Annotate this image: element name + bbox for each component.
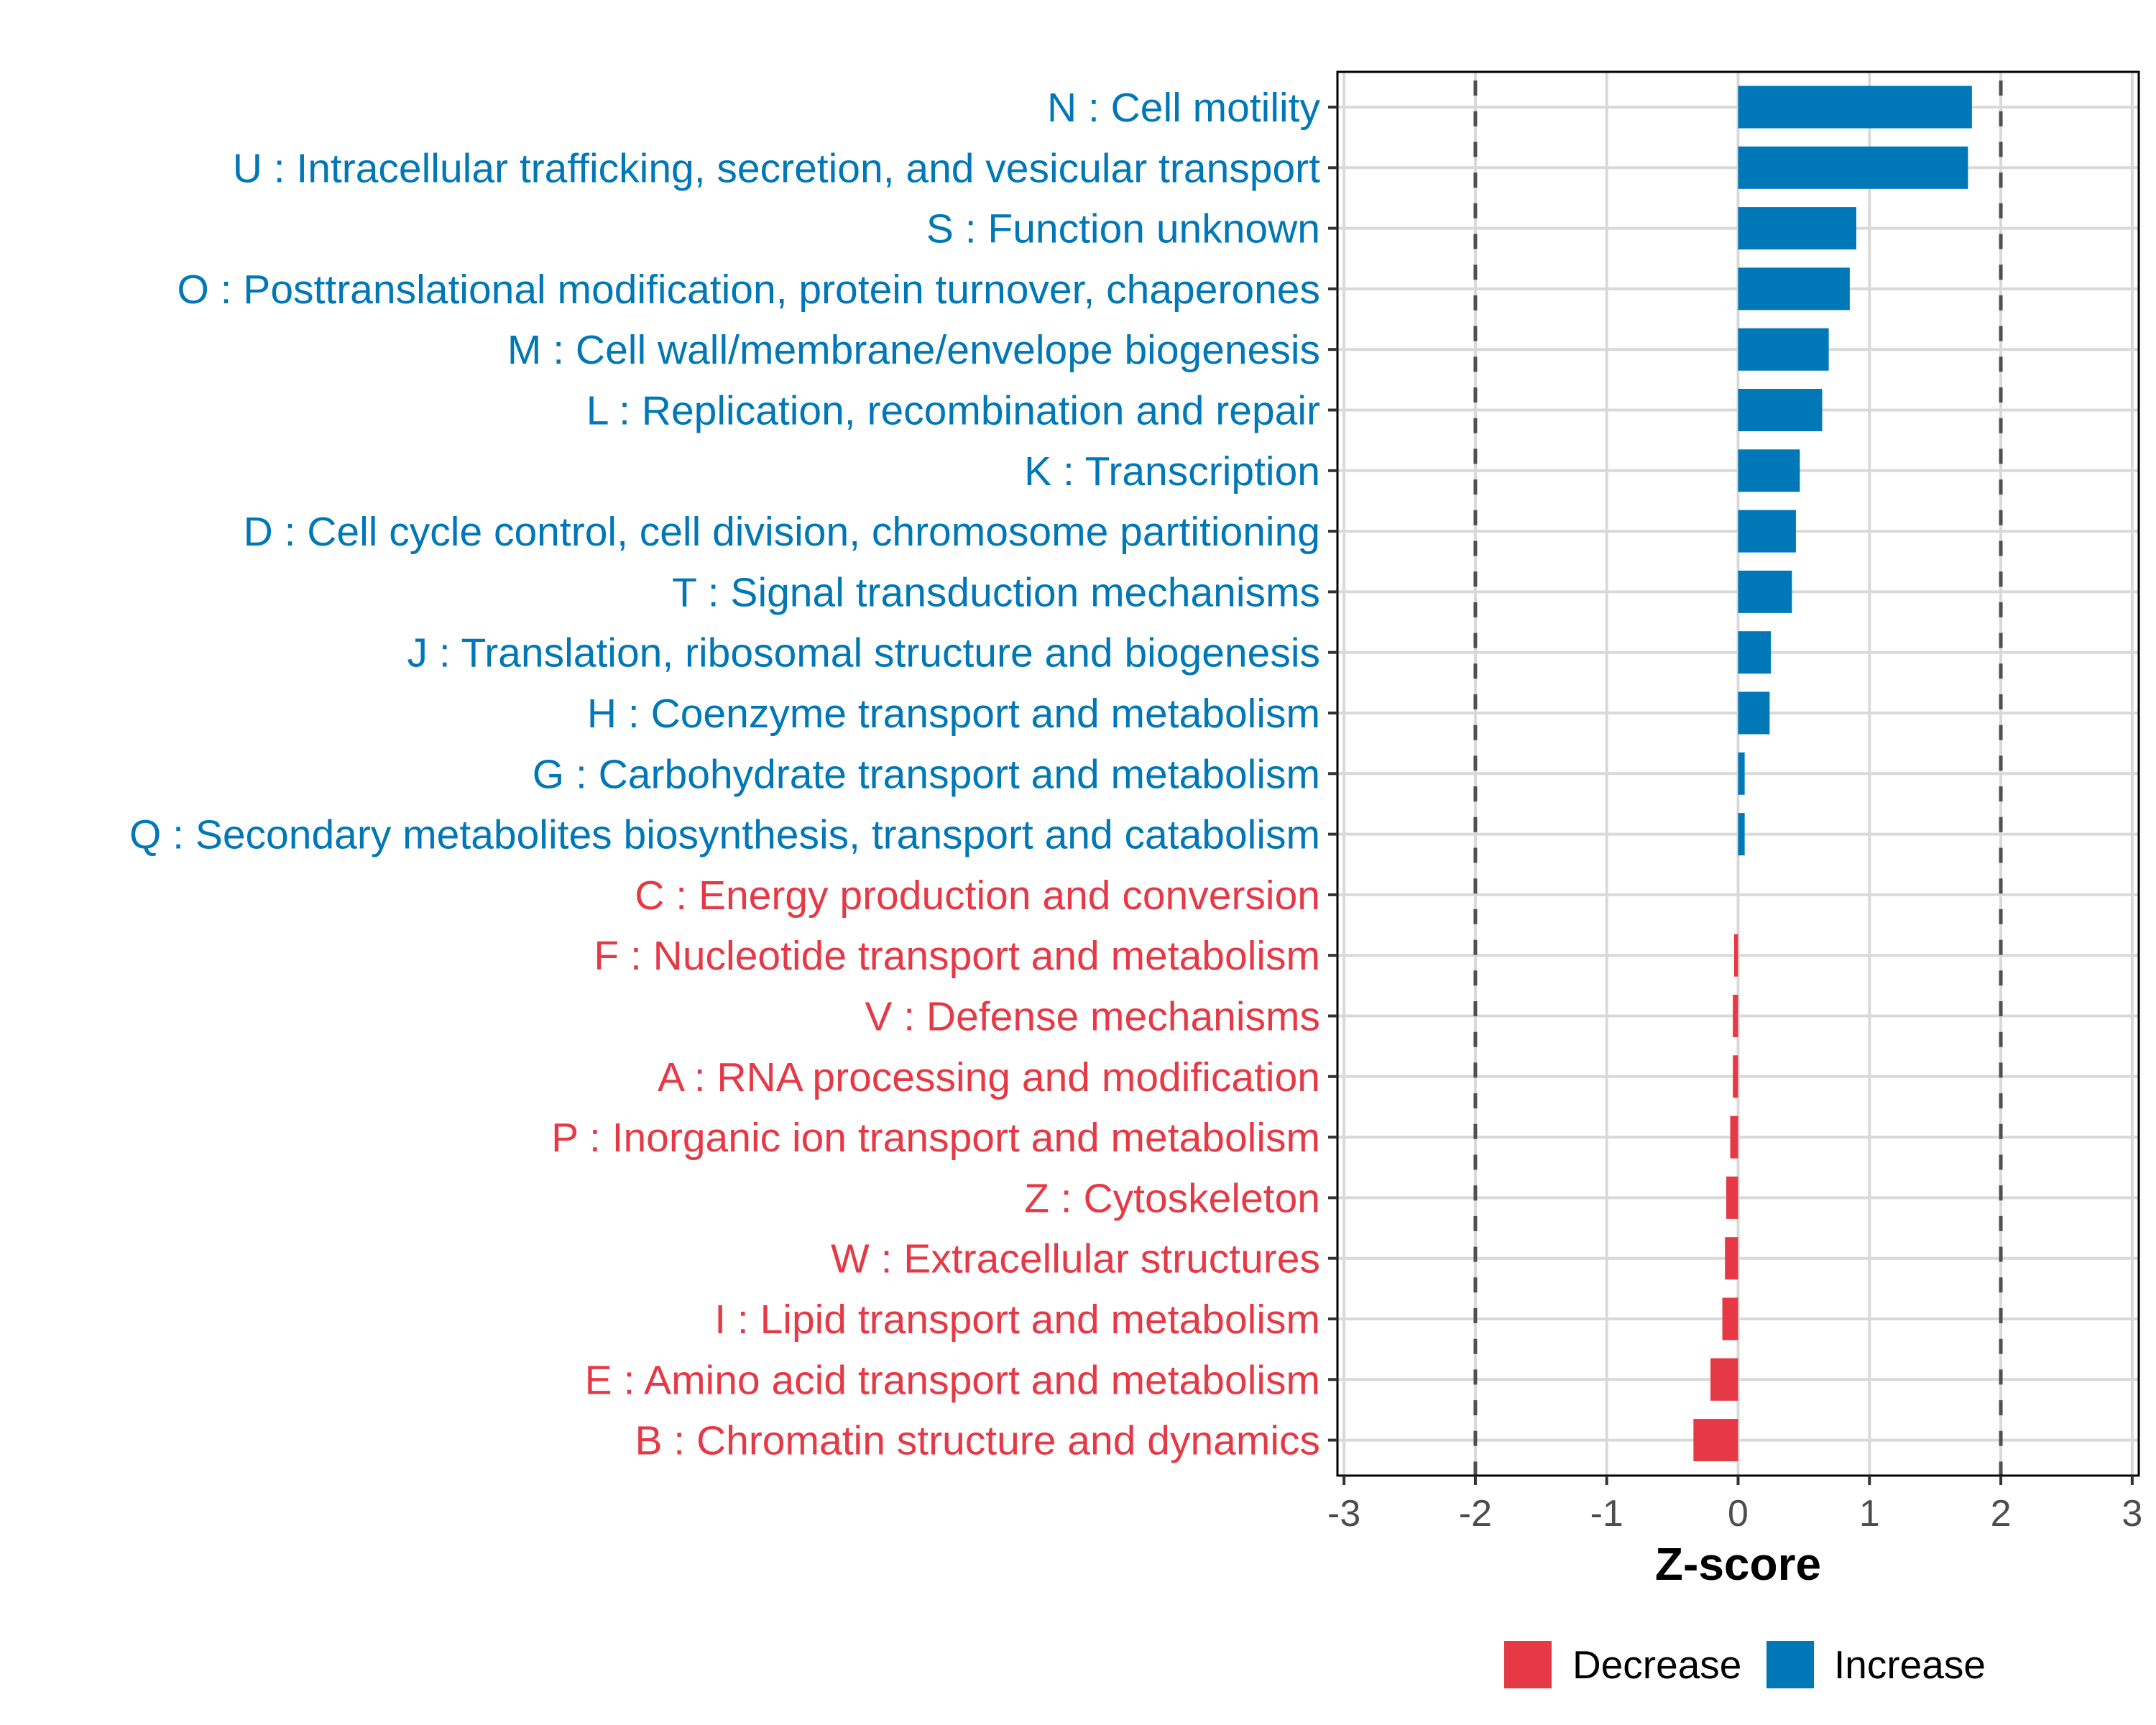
bar <box>1738 570 1792 613</box>
bars <box>1693 86 1972 1462</box>
category-label: O : Posttranslational modification, prot… <box>177 267 1320 313</box>
category-label: K : Transcription <box>1024 448 1320 494</box>
category-label: P : Inorganic ion transport and metaboli… <box>551 1115 1320 1161</box>
legend-swatch-increase <box>1766 1641 1814 1688</box>
bar <box>1733 1055 1738 1098</box>
category-label: N : Cell motility <box>1047 85 1321 131</box>
category-label: J : Translation, ribosomal structure and… <box>407 630 1320 676</box>
bar <box>1734 934 1738 977</box>
bar <box>1738 631 1772 674</box>
legend-swatch-decrease <box>1504 1641 1552 1688</box>
legend-label-increase: Increase <box>1834 1642 1986 1687</box>
category-label: C : Energy production and conversion <box>635 873 1320 919</box>
bar <box>1722 1297 1738 1340</box>
bar <box>1738 752 1745 795</box>
bar <box>1738 691 1770 735</box>
x-axis-title: Z-score <box>1655 1538 1821 1590</box>
legend: Decrease Increase <box>1504 1641 1986 1688</box>
category-label: T : Signal transduction mechanisms <box>672 569 1320 615</box>
bar <box>1733 995 1738 1037</box>
bar <box>1738 449 1800 492</box>
bar <box>1738 146 1968 189</box>
category-label: U : Intracellular trafficking, secretion… <box>233 145 1320 191</box>
bar <box>1693 1419 1738 1462</box>
x-tick-label: -3 <box>1327 1493 1360 1535</box>
category-label: V : Defense mechanisms <box>865 994 1320 1040</box>
category-label: G : Carbohydrate transport and metabolis… <box>533 751 1320 797</box>
bar <box>1738 86 1972 129</box>
category-label: D : Cell cycle control, cell division, c… <box>244 509 1320 555</box>
bar <box>1725 1237 1738 1280</box>
bar <box>1738 813 1745 856</box>
category-label: A : RNA processing and modification <box>658 1054 1320 1100</box>
category-label: E : Amino acid transport and metabolism <box>585 1357 1320 1403</box>
x-tick-label: -2 <box>1459 1493 1492 1535</box>
legend-label-decrease: Decrease <box>1572 1642 1741 1687</box>
category-label: H : Coenzyme transport and metabolism <box>587 691 1320 737</box>
x-axis: -3 -2 -1 0 1 2 3 <box>1327 1476 2142 1535</box>
category-label: Q : Secondary metabolites biosynthesis, … <box>129 812 1320 858</box>
category-label: B : Chromatin structure and dynamics <box>635 1418 1320 1464</box>
category-label: L : Replication, recombination and repai… <box>586 388 1320 434</box>
x-tick-label: 3 <box>2122 1493 2142 1535</box>
category-label: W : Extracellular structures <box>831 1236 1320 1282</box>
bar <box>1738 389 1823 431</box>
bar <box>1738 510 1796 553</box>
x-tick-label: -1 <box>1590 1493 1623 1535</box>
category-label: S : Function unknown <box>926 206 1320 252</box>
bar <box>1730 1116 1738 1159</box>
category-label: Z : Cytoskeleton <box>1024 1175 1320 1221</box>
x-tick-label: 0 <box>1728 1493 1749 1535</box>
bar <box>1726 1176 1738 1219</box>
x-tick-label: 2 <box>1991 1493 2012 1535</box>
bar <box>1738 328 1829 371</box>
bar <box>1738 267 1850 310</box>
bar <box>1710 1358 1738 1401</box>
category-label: F : Nucleotide transport and metabolism <box>594 933 1320 979</box>
x-tick-label: 1 <box>1859 1493 1880 1535</box>
bar <box>1738 207 1857 250</box>
category-label: I : Lipid transport and metabolism <box>714 1297 1320 1343</box>
y-axis: N : Cell motility U : Intracellular traff… <box>129 85 1337 1464</box>
category-label: M : Cell wall/membrane/envelope biogenes… <box>507 327 1320 373</box>
